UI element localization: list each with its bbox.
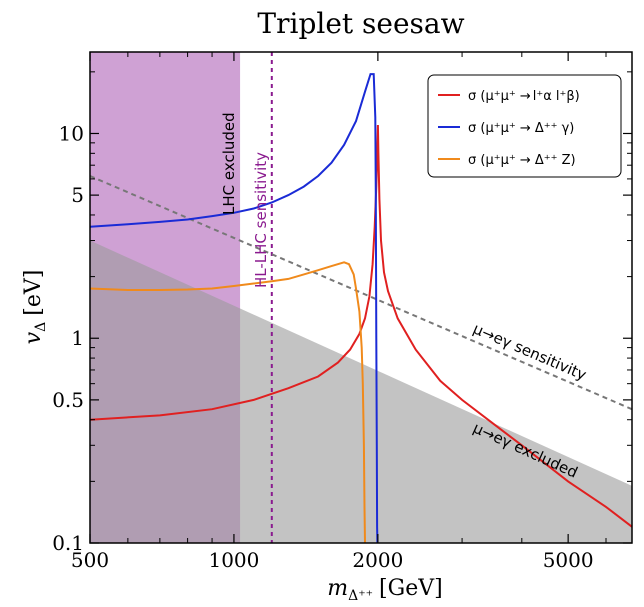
legend: σ (μ⁺μ⁺ → σ (μ⁺μ⁺ → Δ⁺⁺ γ) σ (μ⁺μ⁺ → Δ⁺⁺ … (427, 74, 622, 178)
plot-area: 500 1000 2000 5000 0.1 0.5 1 5 10 LHC excluded HL-… (52, 51, 633, 572)
region-meg-excluded (90, 240, 632, 543)
meg-sensitivity-label: μ→eγ sensitivity (470, 320, 589, 385)
legend-label-1: σ (μ⁺μ⁺ → Δ⁺⁺ γ) (468, 121, 574, 136)
plot-inner (90, 52, 632, 543)
x-axis-subscript: Δ⁺⁺ (348, 588, 373, 604)
x-axis-symbol: m (327, 576, 348, 601)
series-line-2 (90, 261, 366, 543)
x-tick-label: 1000 (208, 548, 259, 572)
series-line-0 (90, 124, 632, 528)
y-axis-subscript: Δ (33, 322, 49, 332)
y-tick-label: 5 (71, 183, 84, 207)
y-tick-label: 1 (71, 326, 84, 350)
x-tick-label: 2000 (352, 548, 403, 572)
x-tick-label: 500 (71, 548, 109, 572)
x-tick-label: 5000 (543, 548, 594, 572)
y-axis-symbol: v (21, 331, 46, 344)
y-axis-unit: [eV] (21, 270, 46, 316)
x-axis-unit: [GeV] (379, 576, 443, 601)
lhc-excluded-label: LHC excluded (220, 112, 238, 215)
y-tick-label: 10 (59, 121, 84, 145)
legend-label-0-leptons: l⁺α l⁺β) (533, 89, 580, 104)
x-axis-label: mΔ⁺⁺ [GeV] (327, 576, 442, 604)
legend-box (427, 74, 622, 178)
series-line-1 (90, 73, 379, 543)
legend-label-2: σ (μ⁺μ⁺ → Δ⁺⁺ Z) (468, 153, 576, 168)
legend-label-0: σ (μ⁺μ⁺ → (468, 89, 531, 104)
y-tick-label: 0.1 (52, 531, 84, 555)
hl-lhc-sensitivity-label: HL-LHC sensitivity (252, 152, 270, 288)
y-axis-label: vΔ [eV] (21, 270, 49, 345)
y-tick-label: 0.5 (52, 388, 84, 412)
chart-title: Triplet seesaw (257, 7, 464, 40)
plot-frame (89, 51, 633, 544)
